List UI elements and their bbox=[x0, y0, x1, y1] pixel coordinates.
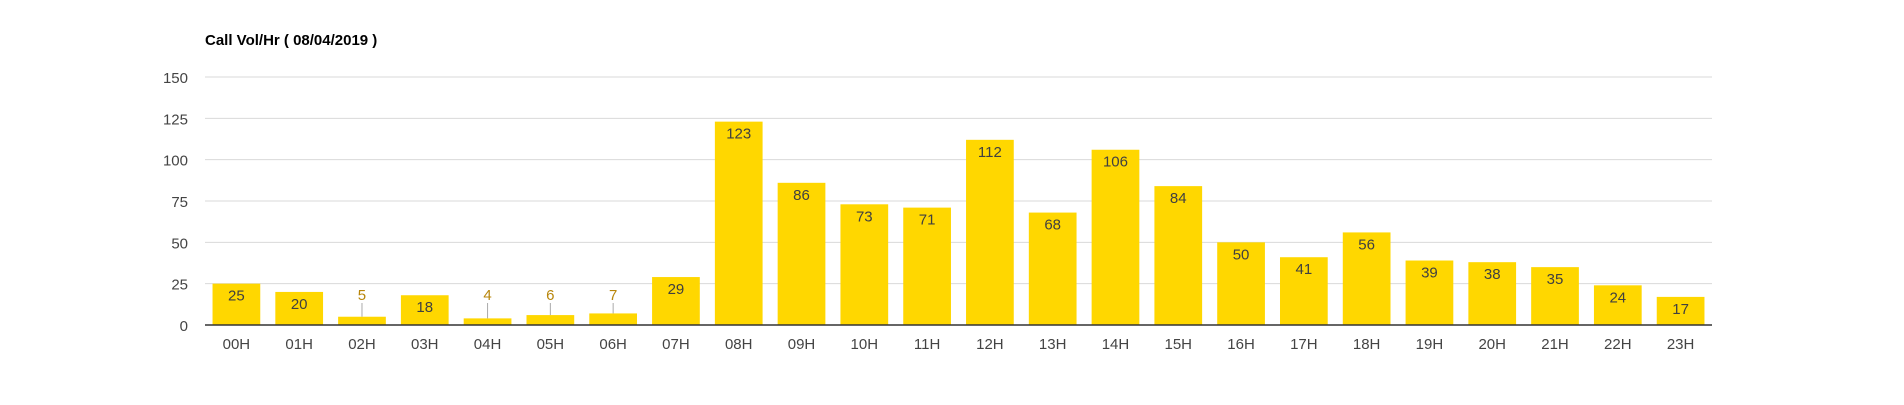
bar[interactable] bbox=[1656, 296, 1705, 325]
x-tick-label: 07H bbox=[662, 336, 690, 353]
bar[interactable] bbox=[589, 313, 638, 325]
bar[interactable] bbox=[714, 121, 763, 325]
bar[interactable] bbox=[652, 277, 700, 325]
x-tick-label: 23H bbox=[1667, 336, 1695, 353]
x-tick-label: 12H bbox=[976, 336, 1004, 353]
bar[interactable] bbox=[840, 204, 889, 325]
data-label: 112 bbox=[978, 144, 1002, 161]
bar[interactable] bbox=[1468, 262, 1517, 325]
bar[interactable] bbox=[903, 207, 951, 325]
data-label: 17 bbox=[1672, 301, 1689, 318]
bar[interactable] bbox=[463, 318, 512, 325]
data-label: 5 bbox=[358, 287, 366, 304]
data-label: 35 bbox=[1547, 271, 1564, 288]
x-tick-label: 02H bbox=[348, 336, 376, 353]
data-label: 24 bbox=[1609, 289, 1626, 306]
bar[interactable] bbox=[1217, 242, 1265, 325]
y-tick-label: 75 bbox=[171, 194, 188, 211]
x-tick-label: 10H bbox=[851, 336, 879, 353]
data-labels: 25 20 5 18 4 6 7 29 123 86 73 71 112 68 106 84 50 41 56 39 3… bbox=[228, 126, 1689, 319]
x-tick-label: 18H bbox=[1353, 336, 1381, 353]
x-tick-label: 04H bbox=[474, 336, 502, 353]
x-tick-label: 14H bbox=[1102, 336, 1130, 353]
data-label: 86 bbox=[793, 187, 810, 204]
x-tick-label: 20H bbox=[1478, 336, 1506, 353]
y-tick-label: 100 bbox=[163, 153, 188, 170]
x-tick-label: 09H bbox=[788, 336, 816, 353]
data-label: 20 bbox=[291, 296, 308, 313]
x-tick-label: 05H bbox=[537, 336, 565, 353]
bar[interactable] bbox=[777, 182, 826, 325]
data-label: 71 bbox=[919, 212, 936, 229]
gridlines bbox=[205, 76, 1712, 285]
x-tick-label: 16H bbox=[1227, 336, 1255, 353]
x-tick-label: 13H bbox=[1039, 336, 1067, 353]
x-tick-label: 21H bbox=[1541, 336, 1569, 353]
data-label: 29 bbox=[668, 281, 685, 298]
chart-title: Call Vol/Hr ( 08/04/2019 ) bbox=[205, 32, 377, 49]
bar[interactable] bbox=[275, 291, 324, 325]
bar[interactable] bbox=[966, 139, 1014, 325]
bar[interactable] bbox=[1342, 232, 1391, 325]
bar[interactable] bbox=[212, 283, 261, 325]
data-label: 39 bbox=[1421, 265, 1438, 282]
data-label: 68 bbox=[1044, 217, 1061, 234]
x-tick-label: 11H bbox=[914, 336, 940, 353]
x-tick-label: 08H bbox=[725, 336, 753, 353]
x-tick-label: 19H bbox=[1416, 336, 1444, 353]
bar[interactable] bbox=[400, 295, 449, 325]
bar[interactable] bbox=[1028, 212, 1077, 325]
x-tick-label: 00H bbox=[223, 336, 251, 353]
data-label: 84 bbox=[1170, 190, 1187, 207]
data-label: 6 bbox=[546, 287, 554, 304]
data-label: 50 bbox=[1233, 246, 1250, 263]
data-label: 41 bbox=[1296, 261, 1313, 278]
x-tick-label: 03H bbox=[411, 336, 439, 353]
x-tick-label: 17H bbox=[1290, 336, 1318, 353]
y-tick-label: 50 bbox=[171, 235, 188, 252]
bar[interactable] bbox=[1531, 267, 1579, 325]
bars bbox=[212, 121, 1705, 325]
data-label: 123 bbox=[726, 126, 751, 143]
data-label: 4 bbox=[483, 287, 491, 304]
data-label: 73 bbox=[856, 208, 873, 225]
x-tick-label: 22H bbox=[1604, 336, 1632, 353]
bar[interactable] bbox=[1154, 186, 1203, 325]
x-tick-label: 01H bbox=[285, 336, 313, 353]
x-tick-label: 06H bbox=[599, 336, 627, 353]
data-label: 38 bbox=[1484, 266, 1501, 283]
y-tick-label: 25 bbox=[171, 277, 188, 294]
y-tick-label: 0 bbox=[180, 318, 188, 335]
data-label: 18 bbox=[416, 299, 433, 316]
y-axis-tick-labels: 0 25 50 75 100 125 150 bbox=[163, 70, 188, 335]
bar[interactable] bbox=[338, 316, 386, 325]
x-axis-tick-labels: 00H 01H 02H 03H 04H 05H 06H 07H 08H 09H 10H 11H 12H 1… bbox=[223, 336, 1695, 353]
bar[interactable] bbox=[1091, 149, 1140, 325]
data-label: 106 bbox=[1103, 154, 1128, 171]
bar[interactable] bbox=[1279, 257, 1328, 325]
data-label: 25 bbox=[228, 288, 245, 305]
bar[interactable] bbox=[1405, 260, 1454, 325]
x-tick-label: 15H bbox=[1165, 336, 1193, 353]
bar[interactable] bbox=[1593, 285, 1642, 325]
data-label: 56 bbox=[1358, 236, 1375, 253]
data-label: 7 bbox=[609, 287, 617, 304]
y-tick-label: 150 bbox=[163, 70, 188, 87]
bar[interactable] bbox=[526, 315, 575, 325]
y-tick-label: 125 bbox=[163, 111, 188, 128]
